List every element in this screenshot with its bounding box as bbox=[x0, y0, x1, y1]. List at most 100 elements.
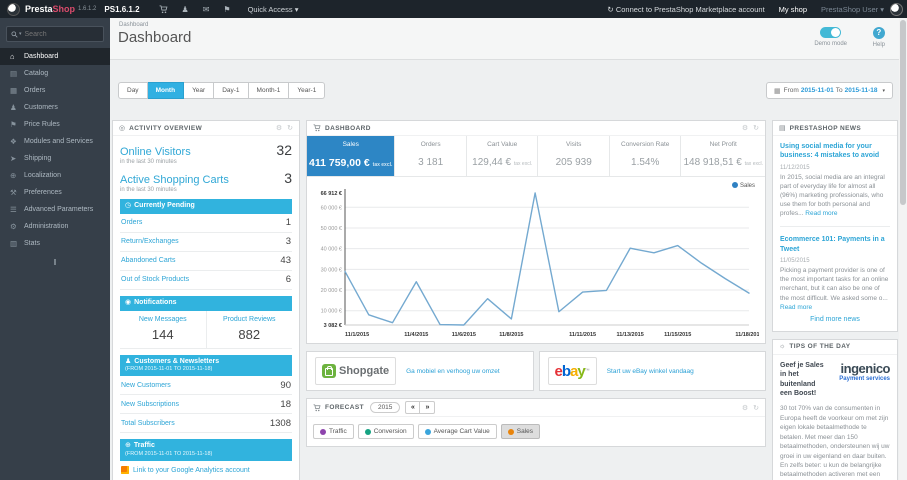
range-year-button[interactable]: Year bbox=[184, 82, 215, 99]
breadcrumb[interactable]: Dashboard bbox=[119, 22, 149, 28]
toggle-sales[interactable]: Sales bbox=[500, 424, 540, 439]
date-range-picker[interactable]: ▦ From 2015-11-01 To 2015-11-18 ▾ bbox=[766, 82, 893, 99]
refresh-icon[interactable]: ↻ bbox=[753, 404, 759, 412]
refresh-icon[interactable]: ↻ bbox=[753, 125, 759, 132]
demo-mode-label: Demo mode bbox=[814, 41, 847, 47]
new-customers-link[interactable]: New Customers bbox=[121, 381, 171, 389]
sidebar-item-localization[interactable]: ⊕ Localization bbox=[10, 171, 61, 180]
sidebar-nav: ⌂ Dashboard ▤ Catalog ▦ Orders ♟ Customers ⚑… bbox=[0, 48, 110, 252]
product-reviews-link[interactable]: Product Reviews bbox=[222, 315, 276, 323]
sidebar-item-administration[interactable]: ⚙ Administration bbox=[10, 222, 69, 231]
search-icon bbox=[11, 25, 18, 43]
sidebar-item-modules[interactable]: ❖ Modules and Services bbox=[10, 137, 93, 146]
find-more-news-link[interactable]: Find more news bbox=[810, 315, 860, 323]
lightbulb-icon: ☼ bbox=[779, 343, 786, 351]
page-title: Dashboard bbox=[118, 29, 192, 46]
user-menu[interactable]: PrestaShop User ▾ bbox=[821, 4, 884, 14]
kpi-tab-orders[interactable]: Orders 3 181 bbox=[395, 136, 467, 176]
range-day-button[interactable]: Day bbox=[118, 82, 148, 99]
sidebar-item-stats[interactable]: ▥ Stats bbox=[10, 239, 40, 248]
range-month-button[interactable]: Month bbox=[147, 82, 185, 99]
sidebar-search[interactable]: ▾ bbox=[6, 26, 104, 42]
marketplace-link[interactable]: ↻ Connect to PrestaShop Marketplace acco… bbox=[607, 4, 765, 14]
forecast-next-button[interactable]: » bbox=[420, 401, 436, 414]
forecast-panel: FORECAST 2015 « » ⚙ ↻ Traffic Conversion… bbox=[306, 398, 766, 447]
sales-dot-icon bbox=[507, 428, 514, 435]
date-to: 2015-11-18 bbox=[844, 87, 878, 94]
search-input[interactable] bbox=[24, 30, 95, 38]
sidebar-item-preferences[interactable]: ⚒ Preferences bbox=[10, 188, 62, 197]
cart-icon bbox=[313, 124, 321, 132]
refresh-icon[interactable]: ↻ bbox=[287, 125, 293, 132]
new-messages-link[interactable]: New Messages bbox=[138, 315, 187, 323]
out-of-stock-link[interactable]: Out of Stock Products bbox=[121, 276, 190, 284]
active-carts-link[interactable]: Active Shopping Carts bbox=[120, 174, 229, 186]
pending-orders-link[interactable]: Orders bbox=[121, 219, 143, 227]
svg-text:11/11/2015: 11/11/2015 bbox=[569, 332, 596, 338]
gear-icon: ⚙ bbox=[10, 222, 17, 231]
avatar[interactable] bbox=[890, 2, 903, 16]
my-shop-link[interactable]: My shop bbox=[778, 4, 808, 14]
ebay-link[interactable]: Start uw eBay winkel vandaag bbox=[606, 367, 694, 375]
page-scrollbar[interactable] bbox=[899, 18, 907, 480]
toggle-conversion[interactable]: Conversion bbox=[357, 424, 414, 439]
person-icon[interactable]: ♟ bbox=[181, 4, 189, 14]
news-article-title[interactable]: Ecommerce 101: Payments in a Tweet bbox=[780, 236, 885, 253]
ebay-logo[interactable]: ebay ™ bbox=[547, 357, 597, 385]
range-day-1-button[interactable]: Day-1 bbox=[214, 82, 249, 99]
google-analytics-link[interactable]: Link to your Google Analytics account bbox=[133, 466, 250, 474]
range-year-1-button[interactable]: Year-1 bbox=[289, 82, 326, 99]
news-article-title[interactable]: Using social media for your business: 4 … bbox=[780, 143, 880, 160]
activity-overview-panel: ◎ ACTIVITY OVERVIEW ⚙ ↻ Online Visitors 3… bbox=[112, 120, 300, 480]
gear-icon[interactable]: ⚙ bbox=[741, 404, 749, 412]
sidebar-item-customers[interactable]: ♟ Customers bbox=[10, 103, 58, 112]
read-more-link[interactable]: Read more bbox=[780, 303, 813, 311]
customers-newsletters-header: ♟ Customers & Newsletters (FROM 2015-11-01… bbox=[120, 354, 292, 377]
gear-icon[interactable]: ⚙ bbox=[275, 125, 283, 132]
toggle-average-cart-value[interactable]: Average Cart Value bbox=[417, 424, 497, 439]
kpi-tab-conversion-rate[interactable]: Conversion Rate 1.54% bbox=[610, 136, 682, 176]
topbar: PrestaShop 1.6.1.2 PS1.6.1.2 ♟ ✉ ⚑ Quick… bbox=[0, 0, 907, 18]
sidebar-item-shipping[interactable]: ➤ Shipping bbox=[10, 154, 52, 163]
cart-icon[interactable] bbox=[159, 4, 168, 14]
toggle-traffic[interactable]: Traffic bbox=[313, 424, 354, 439]
pin-icon[interactable]: ⚑ bbox=[223, 4, 231, 14]
demo-mode-toggle[interactable] bbox=[820, 27, 842, 38]
forecast-prev-button[interactable]: « bbox=[405, 401, 421, 414]
newspaper-icon: ▤ bbox=[779, 125, 786, 132]
dashboard-panel: DASHBOARD ⚙ ↻ Sales 411 759,00 € tax excl… bbox=[306, 120, 766, 344]
shopgate-logo[interactable]: Shopgate bbox=[315, 357, 397, 385]
shopgate-link[interactable]: Ga mobiel en verhoog uw omzet bbox=[406, 367, 500, 375]
quick-access-menu[interactable]: Quick Access ▾ bbox=[247, 4, 299, 14]
globe-icon: ⊕ bbox=[125, 442, 131, 450]
new-subscriptions-link[interactable]: New Subscriptions bbox=[121, 400, 179, 408]
gear-icon[interactable]: ⚙ bbox=[741, 125, 749, 132]
kpi-tab-cart-value[interactable]: Cart Value 129,44 € tax excl. bbox=[467, 136, 539, 176]
kpi-tab-sales[interactable]: Sales 411 759,00 € tax excl. bbox=[307, 136, 396, 176]
search-scope-caret[interactable]: ▾ bbox=[19, 31, 22, 37]
wrench-icon: ⚒ bbox=[10, 188, 17, 197]
read-more-link[interactable]: Read more bbox=[805, 210, 838, 218]
prestashop-logo[interactable] bbox=[7, 2, 20, 16]
kpi-tab-net-profit[interactable]: Net Profit 148 918,51 € tax excl. bbox=[683, 141, 763, 168]
total-subscribers-link[interactable]: Total Subscribers bbox=[121, 419, 175, 427]
online-visitors-link[interactable]: Online Visitors bbox=[120, 146, 191, 158]
pending-returns-link[interactable]: Return/Exchanges bbox=[121, 238, 179, 246]
sidebar-item-price-rules[interactable]: ⚑ Price Rules bbox=[10, 120, 60, 129]
sidebar-item-orders[interactable]: ▦ Orders bbox=[10, 86, 46, 95]
range-button-group: Day Month Year Day-1 Month-1 Year-1 bbox=[118, 82, 326, 99]
help-icon[interactable]: ? bbox=[872, 27, 885, 39]
abandoned-carts-link[interactable]: Abandoned Carts bbox=[121, 257, 176, 265]
sidebar: ▾ ⌂Dashboard ▤Catalog ▦Orders ♟Customers… bbox=[0, 18, 110, 480]
sidebar-item-catalog[interactable]: ▤ Catalog bbox=[10, 69, 49, 78]
sidebar-item-advanced-parameters[interactable]: ☰ Advanced Parameters bbox=[10, 205, 94, 214]
card-icon: ▦ bbox=[10, 86, 18, 95]
sidebar-item-dashboard[interactable]: ⌂ Dashboard bbox=[0, 48, 110, 65]
kpi-tab-visits[interactable]: Visits 205 939 bbox=[538, 136, 610, 176]
svg-text:11/8/2015: 11/8/2015 bbox=[499, 332, 523, 338]
sidebar-collapse-button[interactable]: ‖ bbox=[53, 258, 57, 267]
range-month-1-button[interactable]: Month-1 bbox=[248, 82, 290, 99]
scrollbar-thumb[interactable] bbox=[900, 20, 906, 205]
mail-icon[interactable]: ✉ bbox=[202, 4, 210, 14]
google-analytics-icon bbox=[121, 466, 129, 475]
